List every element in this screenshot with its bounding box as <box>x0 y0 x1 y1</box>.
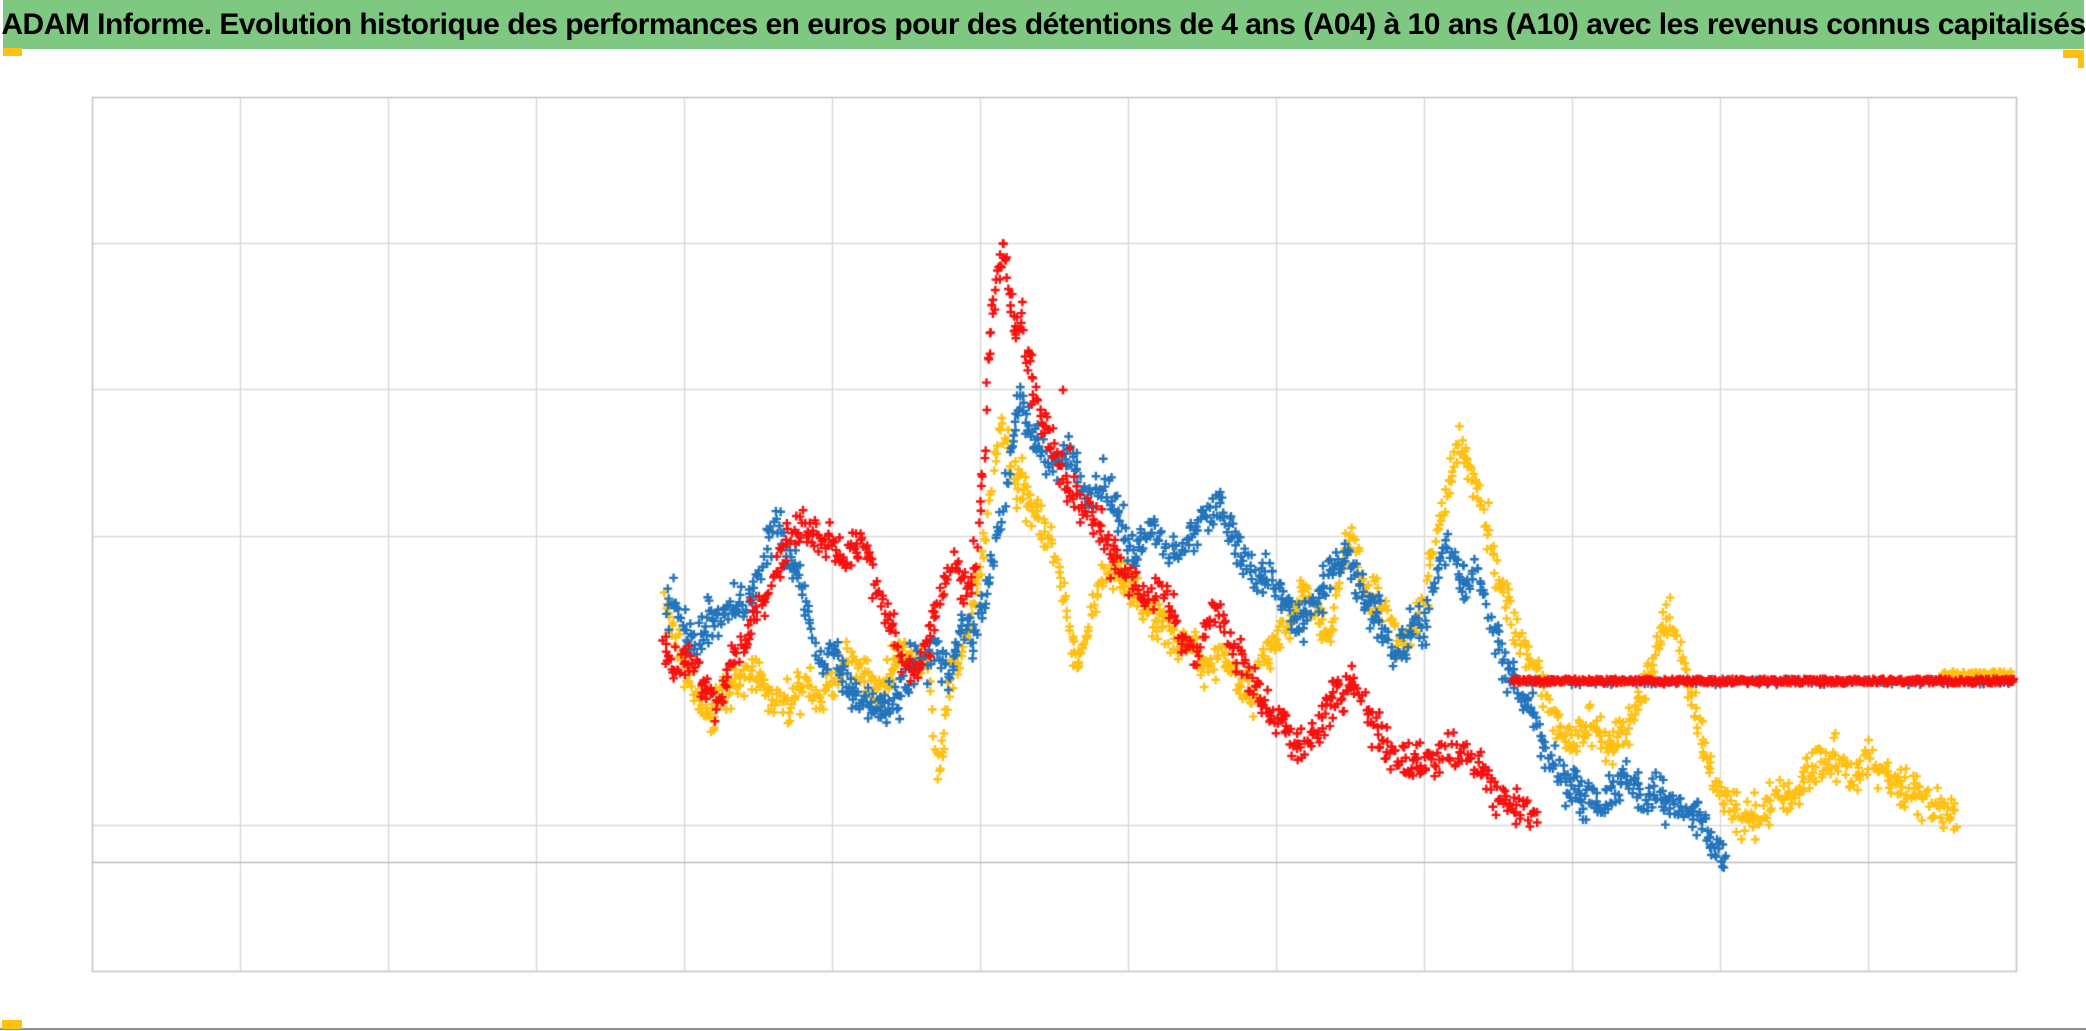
chart-title: ADAM Informe. Evolution historique des p… <box>1 7 2086 41</box>
bottom-divider-line <box>0 1028 2086 1030</box>
yellow-corner-bracket-top-right-vertical <box>2078 58 2084 68</box>
yellow-corner-bracket-top-right <box>2063 50 2084 58</box>
chart-title-bar: ADAM Informe. Evolution historique des p… <box>1 0 2086 49</box>
yellow-corner-marker-top-left <box>3 48 22 56</box>
yellow-corner-marker-bottom-left <box>2 1020 22 1029</box>
